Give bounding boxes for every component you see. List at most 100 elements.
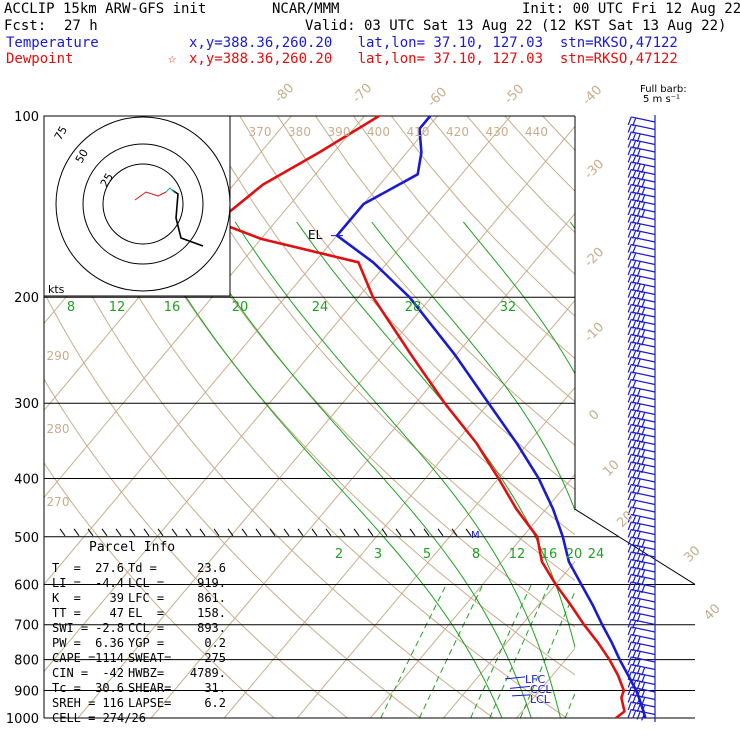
isotherm-line [44, 116, 511, 673]
hodograph-trace-upper [134, 191, 167, 201]
isotherm-label: -60 [425, 85, 451, 111]
dry-adiabat-line [315, 116, 575, 403]
mixing-ratio-line [646, 584, 696, 718]
fcst-value: 27 h [64, 18, 98, 34]
parcel-info-cell: 47 [109, 606, 124, 620]
wind-barb [627, 476, 656, 488]
parcel-info-cell: 1114 [95, 651, 124, 665]
pressure-tick-label: 400 [14, 472, 39, 487]
wind-barb [627, 273, 656, 285]
hatch-mark [451, 528, 458, 537]
hatch-mark [409, 528, 416, 537]
wind-barb [627, 266, 656, 278]
wind-barb [627, 221, 656, 233]
wind-barb [627, 483, 656, 495]
wind-barb [627, 641, 656, 653]
parcel-info-cell: LI = [52, 576, 81, 590]
wind-barb [627, 521, 656, 533]
isotherm-label: 10 [600, 457, 622, 479]
isotherm-label: -10 [582, 320, 608, 346]
parcel-info-cell: EL = [128, 606, 165, 620]
moist-adiabat-line [569, 221, 575, 230]
fcst-label: Fcst: [4, 18, 47, 34]
pressure-tick-label: 500 [14, 531, 39, 546]
parcel-info-cell: -42 [102, 666, 124, 680]
dry-adiabat-line [44, 291, 421, 718]
pressure-tick-label: 900 [14, 684, 39, 699]
init-time: Init: 00 UTC Fri 12 Aug 22 [522, 1, 740, 17]
parcel-info-cell: 116 [102, 696, 124, 710]
hatch-mark [437, 528, 444, 537]
parcel-info-cell: 158. [197, 606, 226, 620]
parcel-info-cell: SREH = [52, 696, 96, 710]
moist-adiabat-line [140, 221, 503, 718]
hatch-mark [255, 528, 262, 537]
hodograph-ring [102, 163, 184, 245]
wind-barb [627, 258, 656, 270]
wind-barb [627, 138, 656, 150]
mixing-ratio-label: 8 [472, 547, 480, 562]
lcl-label: LCL [530, 693, 550, 706]
hatch-mark [283, 528, 290, 537]
dewpoint-legend: Dewpoint [6, 51, 74, 67]
pressure-tick-label: 1000 [6, 712, 39, 727]
parcel-info-cell: CIN = [52, 666, 89, 680]
theta-label: 400 [367, 125, 390, 139]
hatch-mark [87, 528, 94, 537]
mixing-ratio-label: 3 [374, 547, 382, 562]
wind-barb [627, 596, 656, 608]
isotherm-line [736, 116, 740, 718]
dry-adiabat-line [44, 378, 348, 718]
theta-label: 280 [47, 422, 70, 436]
dry-adiabat-line [50, 116, 567, 718]
wind-barb [627, 461, 656, 474]
hatch-mark [73, 528, 80, 537]
hatch-mark [381, 528, 388, 537]
moist-adiabat-line [371, 221, 575, 512]
hatch-mark [465, 528, 472, 537]
wind-barb [627, 401, 656, 413]
parcel-info-cell: -4.4 [95, 576, 124, 590]
pressure-tick-label: 800 [14, 654, 39, 669]
wind-barb [627, 423, 656, 436]
hatch-mark [269, 528, 276, 537]
parcel-info-cell: 27.6 [95, 561, 124, 575]
isotherm-label: -70 [350, 81, 376, 107]
wind-barb [627, 708, 656, 721]
parcel-info-cell: Td = [128, 561, 157, 575]
hodograph-ring [82, 143, 204, 265]
dry-adiabat-line [656, 116, 740, 718]
moist-adiabat-line [183, 221, 532, 718]
hatch-mark [101, 528, 108, 537]
hatch-mark [241, 528, 248, 537]
center-title: NCAR/MMM [272, 1, 340, 17]
hodograph-trace [171, 189, 204, 247]
wind-barb [627, 153, 656, 165]
isotherm-label: -50 [502, 82, 528, 108]
isotherm-line [663, 116, 740, 718]
dewpoint-star-icon: ☆ [168, 51, 177, 67]
dewpoint-curve [215, 114, 626, 720]
parcel-info-cell: CCL = [128, 621, 165, 635]
parcel-info-cell: SWI = [52, 621, 89, 635]
hodograph-trace-upper [165, 187, 176, 194]
wind-barb [627, 341, 656, 353]
mixing-ratio-label: 5 [423, 547, 431, 562]
isotherm-label: -20 [582, 245, 608, 271]
wind-barb [627, 528, 656, 540]
wind-barb [627, 468, 656, 480]
mixing-ratio-line [380, 584, 447, 718]
parcel-info-cell: LFC = [128, 591, 165, 605]
theta-label: 440 [525, 125, 548, 139]
moist-adiabat-label: 20 [232, 300, 249, 315]
thermo-grid [44, 116, 740, 718]
moist-adiabat-label: 16 [164, 300, 181, 315]
hatch-mark [325, 528, 332, 537]
dry-adiabat-line [44, 198, 494, 718]
isotherm-line [150, 212, 575, 718]
mixing-ratio-label: 2 [335, 547, 343, 562]
parcel-info-cell: 0.2 [204, 636, 226, 650]
parcel-info-cell: SHEAR= [128, 681, 172, 695]
theta-label: 410 [407, 125, 430, 139]
theta-label: 390 [328, 125, 351, 139]
